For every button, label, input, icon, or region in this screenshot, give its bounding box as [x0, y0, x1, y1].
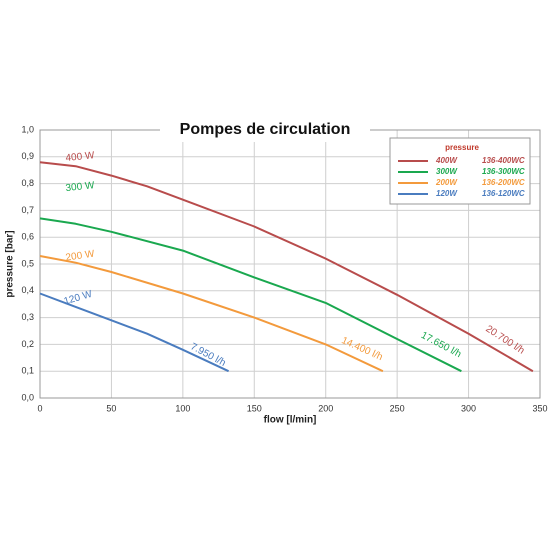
x-tick-label: 300 [461, 403, 476, 413]
y-tick-label: 0,9 [21, 151, 34, 161]
legend-label: 300W [436, 167, 458, 176]
legend-code: 136-300WC [482, 167, 525, 176]
x-axis-label: flow [l/min] [264, 415, 317, 426]
y-tick-label: 0,7 [21, 205, 34, 215]
x-tick-label: 200 [318, 403, 333, 413]
legend-label: 120W [436, 189, 458, 198]
y-tick-label: 0,1 [21, 366, 34, 376]
legend-title: pressure [445, 143, 479, 152]
line-label: 300 W [65, 180, 95, 194]
legend-code: 136-200WC [482, 178, 525, 187]
x-tick-label: 150 [247, 403, 262, 413]
series-line [39, 217, 462, 373]
y-tick-label: 1,0 [21, 124, 34, 134]
x-tick-label: 0 [37, 403, 42, 413]
legend-label: 200W [435, 178, 458, 187]
y-axis-label: pressure [bar] [5, 230, 16, 297]
x-tick-label: 100 [175, 403, 190, 413]
legend-label: 400W [435, 156, 458, 165]
line-label: 400 W [65, 150, 95, 164]
series-line [39, 255, 384, 373]
y-tick-label: 0,3 [21, 312, 34, 322]
series-line [39, 292, 230, 373]
chart-title: Pompes de circulation [180, 121, 351, 138]
legend-code: 136-120WC [482, 189, 525, 198]
y-tick-label: 0,2 [21, 339, 34, 349]
legend-code: 136-400WC [482, 156, 525, 165]
y-tick-label: 0,8 [21, 178, 34, 188]
y-tick-label: 0,4 [21, 285, 34, 295]
y-tick-label: 0,0 [21, 392, 34, 402]
x-tick-label: 50 [106, 403, 116, 413]
y-tick-label: 0,5 [21, 258, 34, 268]
title-background [160, 118, 370, 142]
line-label: 200 W [65, 249, 96, 264]
x-tick-label: 350 [532, 403, 547, 413]
x-tick-label: 250 [390, 403, 405, 413]
series-line [39, 161, 534, 373]
y-tick-label: 0,6 [21, 232, 34, 242]
